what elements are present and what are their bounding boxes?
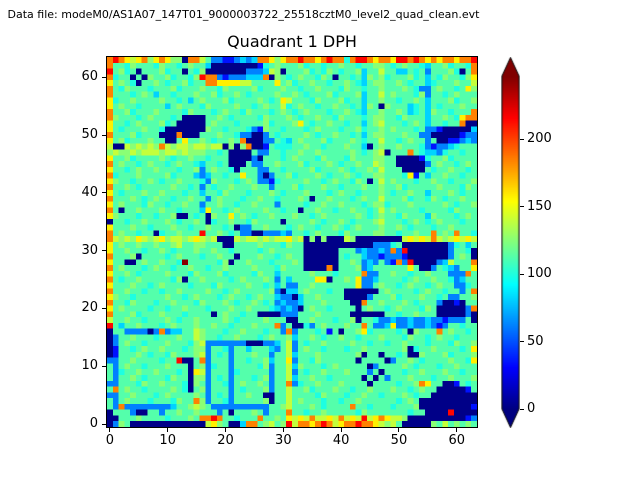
y-tick-mark <box>102 134 106 136</box>
x-tick-label: 40 <box>332 433 350 448</box>
x-tick-mark <box>340 428 342 432</box>
x-tick-mark <box>456 428 458 432</box>
x-tick-mark <box>109 428 111 432</box>
colorbar <box>501 57 520 428</box>
plot-area <box>106 56 478 428</box>
x-tick-label: 0 <box>105 433 115 448</box>
x-tick-label: 30 <box>275 433 292 448</box>
colorbar-tick-label: 0 <box>527 401 536 416</box>
colorbar-tick-mark <box>520 273 524 275</box>
colorbar-tick-label: 50 <box>527 333 544 349</box>
y-tick-label: 0 <box>89 416 98 432</box>
x-tick-label: 20 <box>217 433 234 448</box>
x-tick-label: 10 <box>159 433 176 448</box>
colorbar-tick-mark <box>520 138 524 140</box>
data-file-label: Data file: modeM0/AS1A07_147T01_90000037… <box>7 8 480 21</box>
y-tick-label: 60 <box>81 69 98 85</box>
y-tick-label: 40 <box>81 184 98 200</box>
heatmap-canvas <box>107 57 477 427</box>
colorbar-tick-mark <box>520 408 524 410</box>
y-tick-label: 10 <box>81 358 98 374</box>
x-tick-mark <box>398 428 400 432</box>
y-tick-mark <box>102 76 106 78</box>
y-tick-mark <box>102 365 106 367</box>
colorbar-tick-label: 150 <box>527 198 552 214</box>
y-tick-label: 50 <box>81 127 98 143</box>
colorbar-tick-mark <box>520 206 524 208</box>
colorbar-tick-label: 200 <box>527 131 552 147</box>
x-tick-label: 50 <box>390 433 408 448</box>
y-tick-mark <box>102 307 106 309</box>
colorbar-tick-mark <box>520 341 524 343</box>
x-tick-mark <box>225 428 227 432</box>
x-tick-mark <box>282 428 284 432</box>
y-tick-mark <box>102 250 106 252</box>
y-tick-label: 20 <box>81 300 98 316</box>
y-tick-mark <box>102 192 106 194</box>
x-tick-mark <box>167 428 169 432</box>
y-tick-label: 30 <box>81 242 98 258</box>
colorbar-tick-label: 100 <box>527 266 552 282</box>
x-tick-label: 60 <box>448 433 466 448</box>
y-tick-mark <box>102 423 106 425</box>
plot-title: Quadrant 1 DPH <box>227 32 357 51</box>
